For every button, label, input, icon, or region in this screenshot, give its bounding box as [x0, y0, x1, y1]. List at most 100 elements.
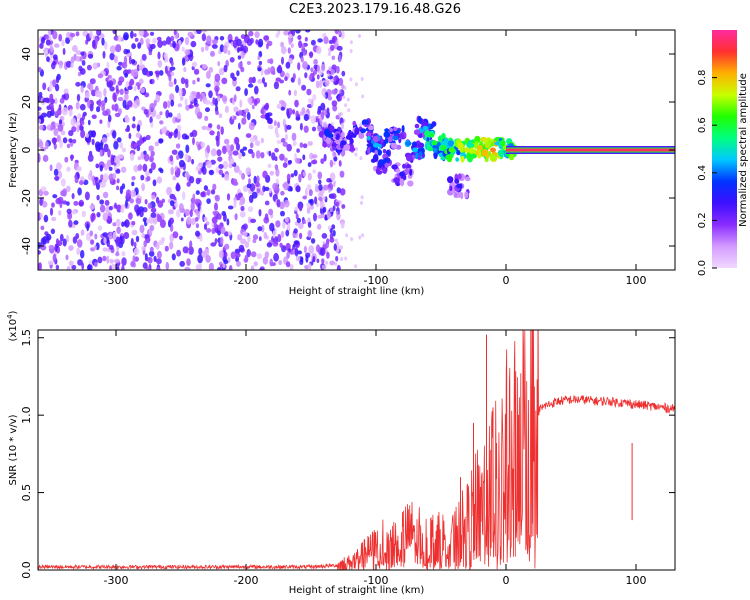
noise-blob — [104, 40, 108, 50]
noise-blob — [157, 60, 163, 68]
noise-blob — [275, 220, 281, 228]
noise-blob — [283, 30, 290, 36]
noise-blob — [89, 204, 96, 210]
noise-blob — [295, 110, 299, 119]
noise-blob — [124, 73, 128, 78]
signal-blob — [384, 162, 389, 168]
noise-blob — [267, 67, 271, 75]
noise-blob — [62, 188, 67, 197]
noise-blob — [146, 218, 150, 224]
noise-blob — [349, 49, 353, 54]
noise-blob — [95, 90, 101, 98]
noise-blob — [169, 217, 174, 225]
noise-blob — [191, 61, 198, 68]
noise-blob — [97, 98, 102, 108]
noise-blob — [221, 211, 226, 216]
noise-blob — [315, 80, 320, 89]
noise-blob — [210, 189, 216, 195]
noise-blob — [68, 130, 74, 137]
noise-blob — [121, 251, 126, 257]
noise-blob — [170, 166, 174, 176]
y-tick-label: 1.5 — [20, 329, 33, 347]
signal-blob — [460, 155, 465, 163]
noise-blob — [343, 86, 347, 90]
noise-blob — [264, 213, 269, 221]
noise-blob — [275, 132, 280, 138]
noise-blob — [133, 103, 137, 108]
signal-blob — [389, 128, 393, 132]
signal-blob — [455, 157, 460, 162]
noise-blob — [325, 240, 329, 249]
noise-blob — [243, 257, 249, 263]
noise-blob — [247, 97, 253, 104]
noise-blob — [106, 132, 110, 138]
noise-blob — [250, 265, 255, 270]
noise-blob — [130, 143, 135, 149]
noise-blob — [247, 148, 254, 154]
noise-blob — [335, 65, 340, 74]
noise-blob — [300, 257, 304, 263]
noise-blob — [241, 151, 246, 157]
colorbar-tick-label: 0.2 — [697, 212, 708, 228]
noise-blob — [199, 235, 203, 242]
noise-blob — [161, 198, 165, 203]
noise-blob — [305, 255, 309, 263]
noise-blob — [316, 258, 320, 263]
noise-blob — [216, 81, 221, 86]
noise-blob — [240, 238, 247, 245]
noise-blob — [329, 261, 333, 266]
noise-blob — [103, 237, 107, 244]
noise-blob — [179, 235, 183, 240]
noise-blob — [114, 155, 120, 164]
noise-blob — [218, 164, 224, 169]
noise-blob — [294, 247, 299, 257]
noise-blob — [89, 78, 96, 85]
noise-blob — [133, 164, 139, 173]
noise-blob — [168, 209, 172, 215]
noise-blob — [303, 125, 309, 133]
noise-blob — [280, 41, 284, 48]
noise-blob — [55, 83, 60, 92]
noise-blob — [61, 39, 65, 47]
noise-blob — [257, 67, 262, 72]
signal-blob — [481, 148, 487, 157]
noise-blob — [91, 138, 95, 146]
noise-blob — [66, 185, 71, 193]
noise-blob — [328, 39, 334, 45]
noise-blob — [159, 168, 164, 174]
noise-blob — [123, 32, 129, 41]
noise-blob — [240, 205, 245, 212]
colorbar-tick-label: 0.6 — [697, 117, 708, 133]
noise-blob — [108, 244, 114, 250]
signal-blob — [501, 141, 505, 147]
noise-blob — [279, 79, 284, 84]
noise-blob — [320, 213, 326, 219]
noise-blob — [361, 94, 365, 99]
noise-blob — [196, 111, 203, 120]
noise-blob — [221, 95, 228, 102]
noise-blob — [110, 263, 116, 270]
noise-blob — [294, 206, 299, 212]
noise-blob — [307, 162, 312, 168]
noise-blob — [52, 194, 58, 199]
noise-blob — [176, 167, 181, 176]
signal-blob — [433, 152, 438, 159]
signal-blob — [432, 147, 438, 153]
noise-blob — [331, 55, 336, 60]
noise-blob — [96, 194, 100, 201]
noise-blob — [114, 202, 117, 209]
noise-blob — [247, 206, 254, 212]
noise-blob — [147, 256, 153, 264]
noise-blob — [197, 162, 204, 167]
noise-blob — [260, 137, 264, 144]
noise-blob — [156, 36, 162, 41]
noise-blob — [204, 115, 209, 122]
noise-blob — [361, 233, 365, 238]
noise-blob — [94, 261, 98, 268]
signal-peak — [340, 140, 347, 146]
noise-blob — [327, 96, 333, 101]
noise-blob — [70, 62, 74, 69]
noise-blob — [58, 33, 63, 42]
noise-blob — [68, 219, 73, 228]
signal-blob — [366, 143, 374, 148]
